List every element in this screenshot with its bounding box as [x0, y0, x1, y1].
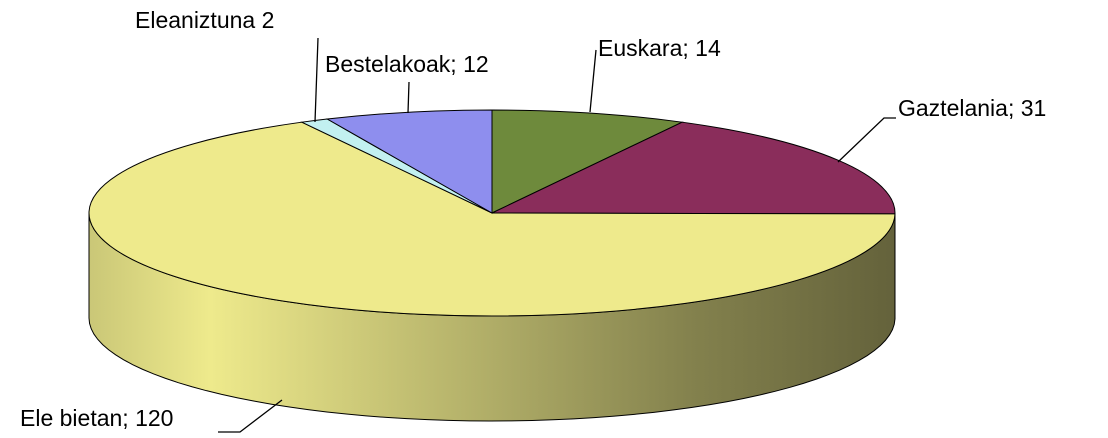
- leader-line: [589, 49, 597, 113]
- slice: [491, 121, 896, 215]
- leader-line: [314, 37, 319, 123]
- data-label: Euskara; 14: [598, 35, 721, 61]
- leader-line: [218, 399, 283, 433]
- data-label: Eleaniztuna 2: [135, 7, 274, 33]
- leader-line: [407, 81, 410, 114]
- slice: [88, 121, 896, 317]
- data-label: Gaztelania; 31: [898, 95, 1046, 121]
- data-label: Bestelakoak; 12: [325, 51, 489, 77]
- slice: [491, 109, 684, 214]
- leader-line: [837, 117, 896, 163]
- data-label: Ele bietan; 120: [20, 405, 173, 431]
